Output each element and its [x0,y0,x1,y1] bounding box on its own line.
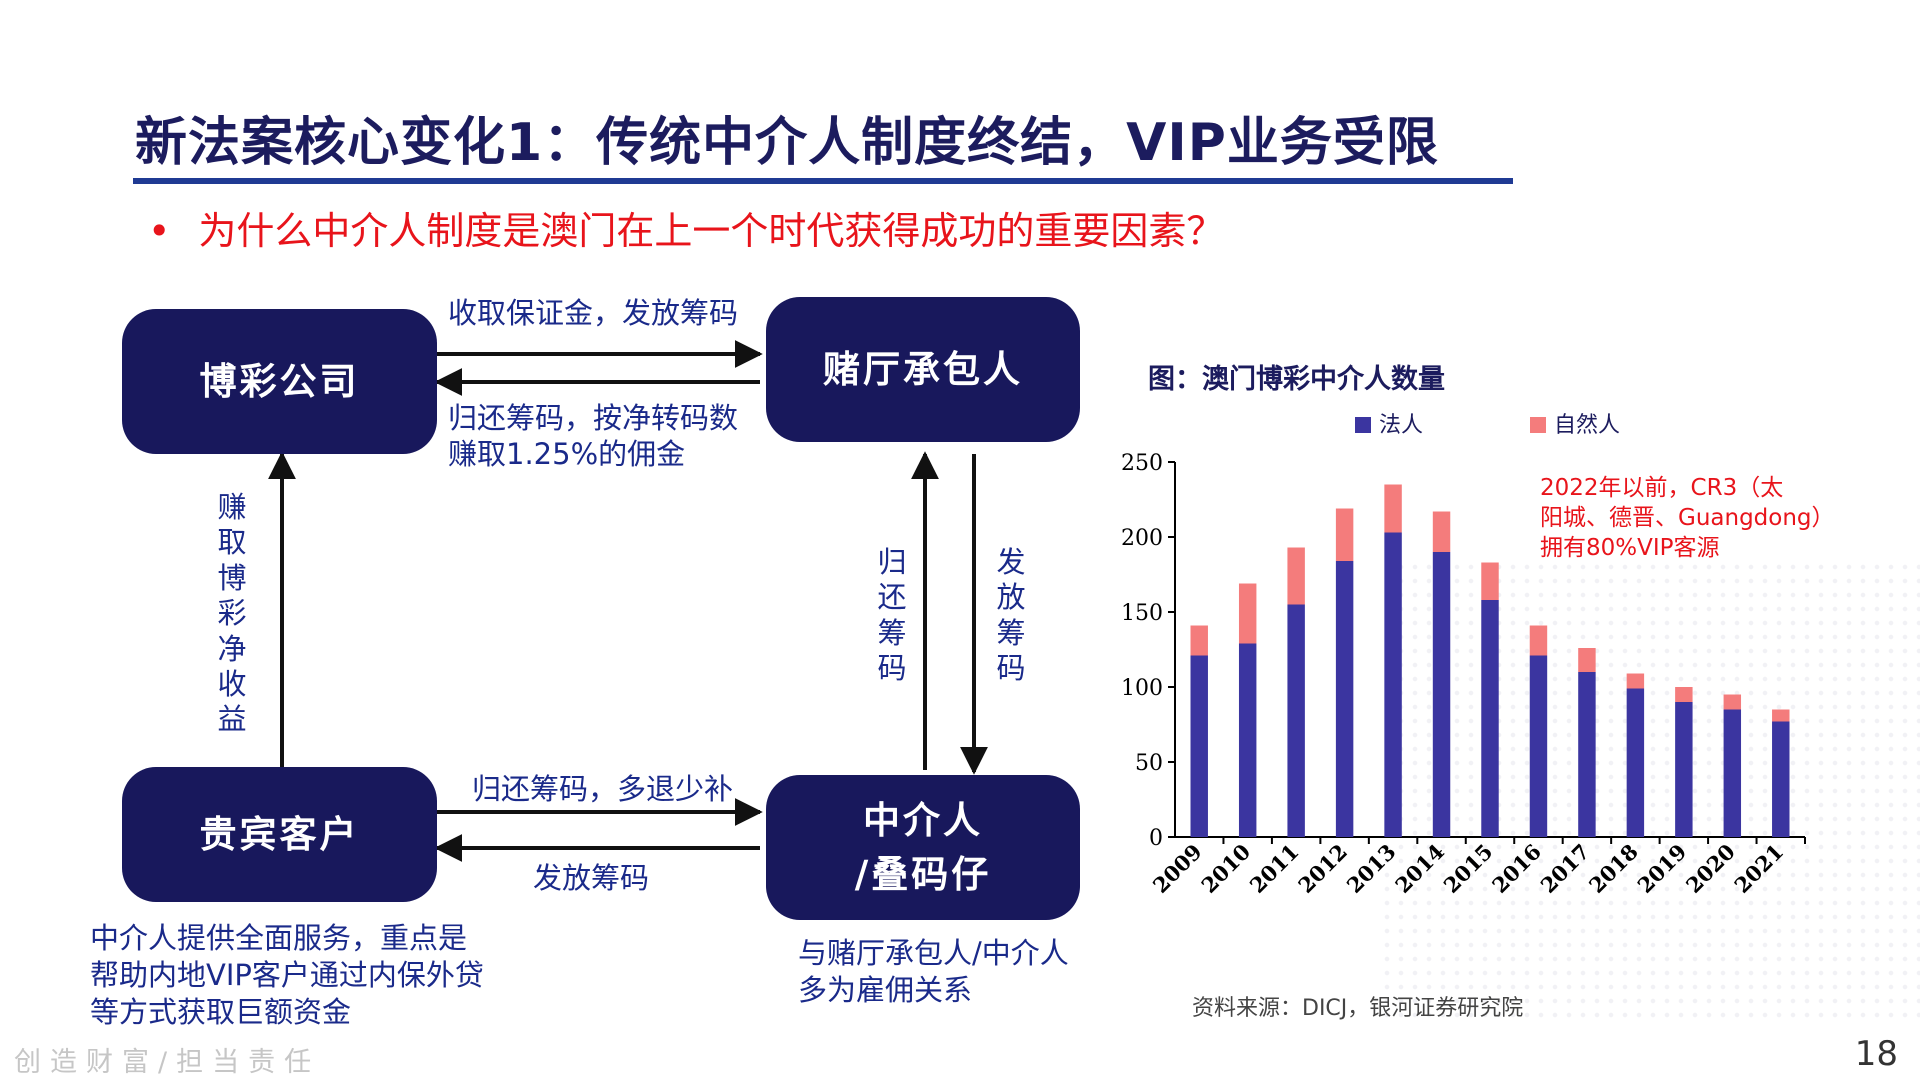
bar-法人-2009 [1190,655,1208,837]
bar-法人-2010 [1238,643,1257,837]
chart-annotation-line3: 拥有80%VIP客源 [1540,534,1720,561]
junket-count-chart: 0501001502002502009201020112012201320142… [1121,413,1806,898]
junket-label-line2: /叠码仔 [854,851,992,896]
bar-自然人-2019 [1675,687,1693,702]
bar-法人-2017 [1578,672,1596,837]
label-left-vertical: 赚取博彩净收益 [217,490,247,737]
x-tick-label: 2012 [1293,839,1352,898]
x-tick-label: 2017 [1535,839,1594,898]
bar-自然人-2015 [1481,562,1499,600]
x-tick-label: 2010 [1196,839,1255,898]
bar-自然人-2021 [1772,709,1790,722]
client-note: 中介人提供全面服务，重点是 帮助内地VIP客户通过内保外贷 等方式获取巨额资金 [90,920,484,1031]
vip-client-label: 贵宾客户 [199,811,360,856]
x-tick-label: 2021 [1729,839,1788,898]
x-tick-label: 2014 [1390,839,1449,898]
bar-法人-2013 [1384,532,1402,837]
label-middle-down: 发放筹码 [996,545,1026,686]
bar-法人-2019 [1675,702,1693,837]
bar-自然人-2011 [1287,547,1305,605]
bar-自然人-2009 [1190,625,1208,656]
bar-自然人-2014 [1432,511,1451,552]
legend-swatch-自然人 [1530,417,1546,433]
chart-title: 图：澳门博彩中介人数量 [1148,364,1445,395]
x-tick-label: 2020 [1681,839,1740,898]
bar-自然人-2020 [1723,694,1742,710]
bar-法人-2015 [1481,600,1499,837]
background-dot-pattern [1380,560,1920,1020]
y-tick-label: 150 [1121,601,1163,626]
title-underline [133,178,1513,184]
legend-label-自然人: 自然人 [1554,413,1620,438]
label-top-back-line2: 赚取1.25%的佣金 [448,437,686,472]
chart-source: 资料来源：DICJ，银河证券研究院 [1192,996,1524,1021]
client-note-line3: 等方式获取巨额资金 [90,995,352,1030]
y-tick-label: 100 [1121,676,1163,701]
junket-label-line1: 中介人 [863,797,983,842]
y-tick-label: 250 [1121,451,1163,476]
footer-slogan: 创造财富/担当责任 [14,1047,321,1078]
bar-法人-2014 [1432,552,1451,837]
junket-note-line1: 与赌厅承包人/中介人 [798,936,1069,970]
bar-法人-2020 [1723,709,1742,837]
bar-法人-2011 [1287,604,1305,837]
slide-title: 新法案核心变化1：传统中介人制度终结，VIP业务受限 [135,113,1439,173]
chart-annotation-line2: 阳城、德晋、Guangdong） [1540,504,1835,531]
x-tick-label: 2013 [1342,839,1401,898]
slide-subtitle: • 为什么中介人制度是澳门在上一个时代获得成功的重要因素？ [148,200,1224,255]
client-note-line2: 帮助内地VIP客户通过内保外贷 [90,958,484,993]
bar-自然人-2016 [1529,625,1548,656]
client-note-line1: 中介人提供全面服务，重点是 [90,921,468,955]
label-top-forward: 收取保证金，发放筹码 [448,296,739,330]
x-tick-label: 2016 [1487,839,1546,898]
bar-法人-2021 [1772,721,1790,837]
label-top-back: 归还筹码，按净转码数 赚取1.25%的佣金 [448,400,738,473]
x-tick-label: 2019 [1632,839,1691,898]
vip-client-box: 贵宾客户 [122,767,437,902]
x-tick-label: 2011 [1245,839,1304,898]
label-middle-up: 归还筹码 [877,545,907,686]
bar-自然人-2010 [1238,583,1257,644]
y-tick-label: 0 [1149,826,1163,851]
bar-自然人-2018 [1626,673,1645,689]
bar-法人-2018 [1626,688,1645,837]
chart-annotation-line1: 2022年以前，CR3（太 [1540,475,1784,501]
legend-swatch-法人 [1355,417,1371,433]
gaming-company-label: 博彩公司 [199,358,360,403]
junket-note-line2: 多为雇佣关系 [798,973,973,1008]
page-number: 18 [1854,1034,1898,1074]
label-top-back-line1: 归还筹码，按净转码数 [448,401,739,435]
bar-法人-2016 [1529,655,1548,837]
bar-自然人-2017 [1578,648,1596,672]
bar-自然人-2013 [1384,484,1402,533]
hall-contractor-label: 赌厅承包人 [823,346,1023,391]
y-tick-label: 200 [1121,526,1163,551]
hall-contractor-box: 赌厅承包人 [766,297,1080,442]
bar-法人-2012 [1335,561,1354,837]
bullet-marker: • [148,209,171,253]
label-bottom-forward: 归还筹码，多退少补 [472,772,734,806]
label-bottom-back: 发放筹码 [533,861,650,895]
x-tick-label: 2015 [1439,839,1498,898]
y-tick-label: 50 [1135,751,1163,776]
x-tick-label: 2018 [1584,839,1643,898]
junket-box: 中介人 /叠码仔 [766,775,1080,920]
bar-自然人-2012 [1335,508,1354,561]
chart-annotation: 2022年以前，CR3（太 阳城、德晋、Guangdong） 拥有80%VIP客… [1540,474,1835,564]
subtitle-text: 为什么中介人制度是澳门在上一个时代获得成功的重要因素？ [198,209,1225,253]
junket-note: 与赌厅承包人/中介人 多为雇佣关系 [798,935,1069,1009]
gaming-company-box: 博彩公司 [122,309,437,454]
legend-label-法人: 法人 [1379,413,1423,438]
